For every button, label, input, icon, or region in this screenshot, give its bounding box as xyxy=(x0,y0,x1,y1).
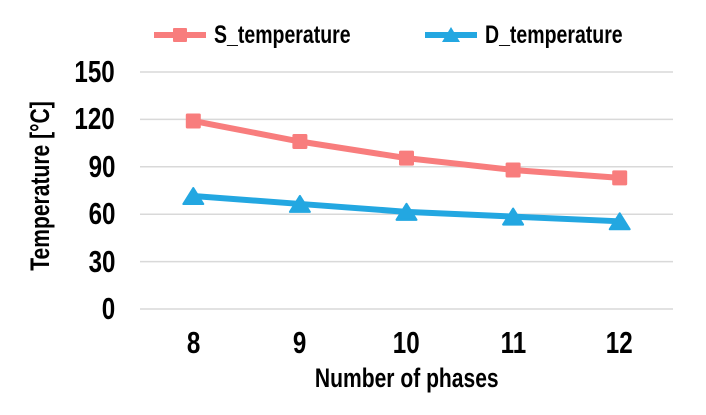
x-tick-label-8: 8 xyxy=(148,327,238,359)
marker-triangle-D_temperature-12 xyxy=(608,212,631,231)
y-tick-label-text: 150 xyxy=(74,54,115,89)
d-temperature-line-sample-icon xyxy=(424,27,477,42)
legend-label-s-temperature: S_temperature xyxy=(214,18,389,52)
x-axis-title-text: Number of phases xyxy=(314,363,499,393)
marker-square-S_temperature-10 xyxy=(399,150,414,166)
y-tick-label-120: 120 xyxy=(38,103,115,135)
marker-square-S_temperature-11 xyxy=(505,162,521,178)
x-tick-label-text: 8 xyxy=(186,325,201,360)
x-axis-title: Number of phases xyxy=(140,363,673,393)
y-tick-label-text: 30 xyxy=(88,243,115,279)
x-tick-label-11: 11 xyxy=(468,327,558,359)
marker-square-S_temperature-12 xyxy=(612,170,628,186)
x-tick-label-text: 10 xyxy=(393,325,420,360)
x-tick-label-10: 10 xyxy=(362,327,452,359)
y-tick-label-text: 120 xyxy=(74,101,115,137)
legend-label-d-temperature: D_temperature xyxy=(485,18,661,52)
y-tick-label-60: 60 xyxy=(38,198,115,230)
y-tick-label-text: 0 xyxy=(101,291,115,326)
x-tick-label-9: 9 xyxy=(255,327,345,359)
legend: S_temperature D_temperature xyxy=(140,18,673,52)
y-tick-label-text: 90 xyxy=(88,148,115,184)
marker-square-S_temperature-9 xyxy=(292,134,308,150)
legend-label-s-temperature-text: S_temperature xyxy=(213,21,351,49)
x-tick-label-text: 9 xyxy=(293,325,307,360)
legend-label-d-temperature-text: D_temperature xyxy=(484,21,623,49)
x-tick-label-12: 12 xyxy=(575,327,665,359)
s-temperature-line-sample-icon xyxy=(153,28,206,42)
y-tick-label-0: 0 xyxy=(38,293,115,325)
series-line-S_temperature xyxy=(190,117,623,181)
y-tick-label-30: 30 xyxy=(38,243,115,279)
y-tick-label-text: 60 xyxy=(88,196,115,232)
legend-item-d-temperature: D_temperature xyxy=(423,18,661,52)
x-tick-label-text: 12 xyxy=(606,325,634,360)
marker-triangle-D_temperature-11 xyxy=(502,207,525,226)
marker-square-S_temperature-8 xyxy=(185,113,201,129)
legend-item-s-temperature: S_temperature xyxy=(152,18,389,52)
x-tick-label-text: 11 xyxy=(500,325,526,360)
marker-triangle-D_temperature-9 xyxy=(288,194,311,213)
marker-triangle-D_temperature-10 xyxy=(395,202,418,221)
marker-triangle-D_temperature-8 xyxy=(182,187,205,206)
y-tick-label-90: 90 xyxy=(38,148,115,184)
y-tick-label-150: 150 xyxy=(38,56,115,88)
